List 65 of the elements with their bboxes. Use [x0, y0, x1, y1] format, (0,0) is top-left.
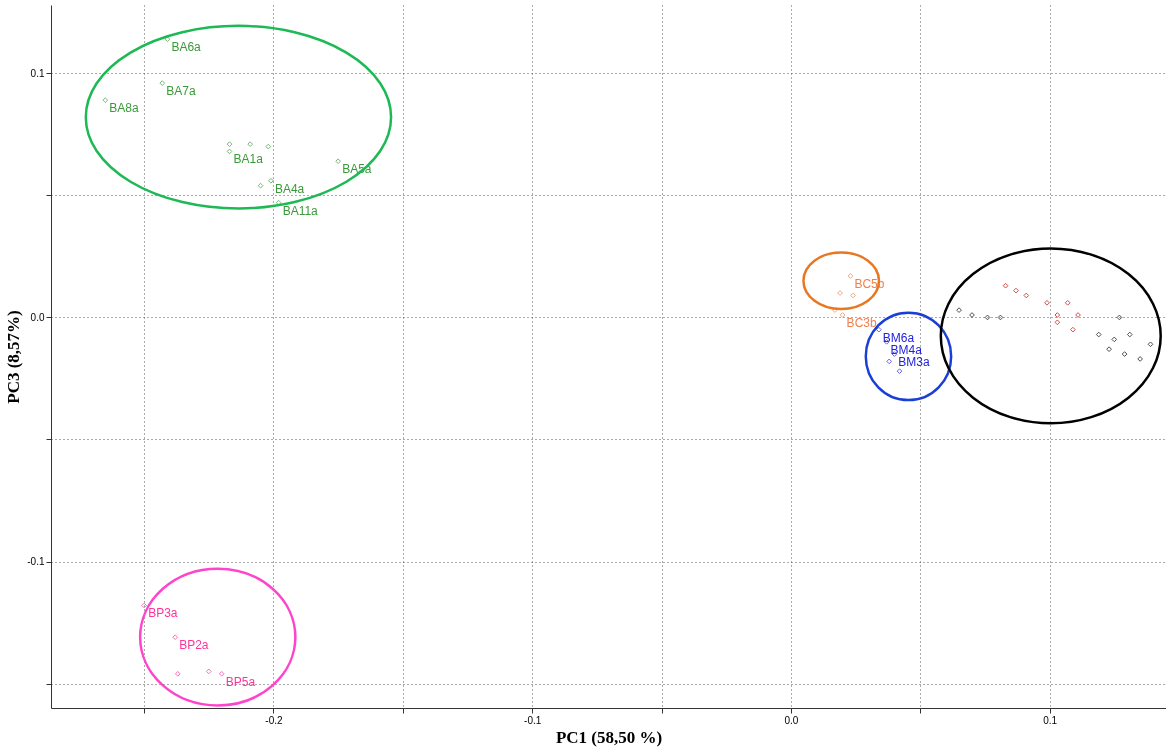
point [174, 670, 181, 677]
x-tick-label: -0.2 [265, 714, 284, 726]
point [1121, 351, 1128, 357]
y-tick-label: 0.0 [30, 311, 45, 323]
point [159, 80, 166, 86]
point [1054, 312, 1061, 318]
x-tick-label: 0.1 [1043, 714, 1058, 726]
point [1137, 356, 1143, 362]
point [876, 326, 882, 333]
point [1106, 346, 1112, 353]
point [1116, 314, 1123, 321]
data-label: BC3b [846, 316, 877, 330]
point [839, 312, 846, 318]
x-tick-label: 0.0 [784, 714, 799, 726]
point [164, 36, 171, 43]
data-label: BA11a [282, 203, 319, 218]
data-label: BM3a [898, 355, 931, 370]
point [1147, 341, 1154, 348]
point [141, 602, 147, 609]
point [335, 158, 341, 165]
point [1002, 282, 1009, 289]
data-label: BP5a [225, 674, 256, 689]
point [1054, 319, 1061, 326]
point [984, 314, 991, 321]
data-label: BP2a [179, 638, 209, 653]
point [172, 634, 179, 641]
point [1111, 336, 1118, 343]
point [896, 368, 903, 374]
point [956, 307, 962, 313]
point [205, 668, 212, 675]
point [218, 670, 225, 677]
point [102, 97, 109, 104]
point [1126, 331, 1133, 338]
point [997, 314, 1004, 321]
point [886, 358, 893, 365]
y-tick-label: 0.1 [30, 67, 45, 79]
data-label: BA8a [109, 101, 140, 116]
point [1023, 292, 1030, 299]
point [247, 141, 254, 147]
data-label: BM6a [882, 330, 915, 345]
data-label: BA6a [171, 40, 202, 55]
data-label: BP3a [148, 606, 178, 621]
point [268, 177, 274, 184]
data-label: BA4a [274, 181, 305, 196]
data-label: BM4a [890, 342, 923, 357]
point [1075, 312, 1081, 318]
point [850, 292, 856, 299]
point [847, 273, 854, 279]
data-label: BA7a [166, 84, 196, 99]
point [265, 143, 272, 150]
point [226, 141, 233, 147]
data-label: BA1a [233, 152, 264, 167]
point [1013, 287, 1019, 294]
x-axis-title: PC1 (58,50 %) [555, 727, 663, 747]
y-axis-title: PC3 (8,57%) [4, 310, 24, 404]
y-tick-label: -0.1 [27, 556, 45, 568]
point [226, 148, 233, 155]
point [1064, 299, 1071, 306]
x-tick-label: -0.1 [524, 714, 542, 726]
point [837, 290, 843, 296]
point [257, 182, 264, 189]
point [1070, 326, 1076, 333]
point [1095, 331, 1102, 338]
point [1044, 299, 1050, 306]
point [969, 312, 975, 318]
